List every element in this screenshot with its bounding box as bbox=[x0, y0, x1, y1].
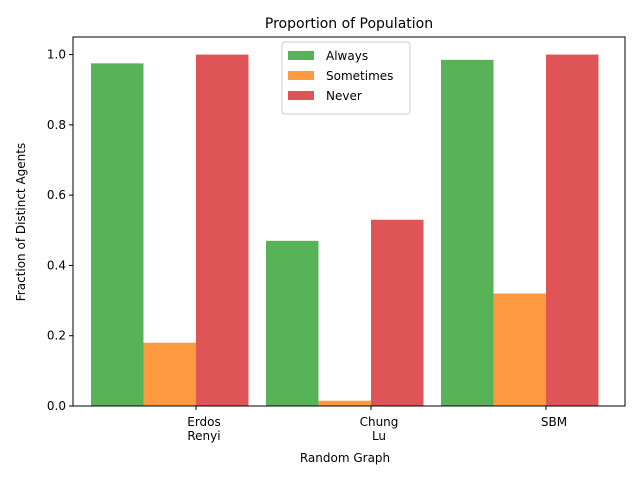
legend-swatch-always bbox=[288, 51, 314, 60]
legend-swatch-never bbox=[288, 91, 314, 100]
y-axis: 0.0 0.2 0.4 0.6 0.8 1.0 bbox=[47, 48, 73, 413]
plot-frame bbox=[72, 36, 626, 407]
x-tick-label: Lu bbox=[372, 429, 386, 443]
bar-always-2 bbox=[441, 59, 494, 406]
legend-swatch-sometimes bbox=[288, 71, 314, 80]
y-tick-label: 0.6 bbox=[47, 188, 66, 202]
x-tick-label: Renyi bbox=[187, 429, 220, 443]
bar-sometimes-0 bbox=[143, 342, 196, 406]
bar-never-0 bbox=[196, 54, 249, 406]
y-tick-label: 0.8 bbox=[47, 118, 66, 132]
bar-sometimes-1 bbox=[318, 400, 371, 406]
y-tick-label: 0.0 bbox=[47, 399, 66, 413]
x-tick-label: Chung bbox=[360, 415, 399, 429]
legend-label-always: Always bbox=[326, 49, 368, 63]
y-tick-label: 1.0 bbox=[47, 48, 66, 62]
y-tick-label: 0.2 bbox=[47, 329, 66, 343]
legend-label-never: Never bbox=[326, 89, 362, 103]
y-axis-label: Fraction of Distinct Agents bbox=[14, 143, 28, 301]
bars-layer bbox=[91, 54, 599, 406]
x-axis-label: Random Graph bbox=[300, 451, 390, 465]
y-tick-label: 0.4 bbox=[47, 258, 66, 272]
chart-title: Proportion of Population bbox=[265, 16, 433, 32]
legend: Always Sometimes Never bbox=[281, 41, 411, 115]
x-tick-label: Erdos bbox=[187, 415, 221, 429]
x-tick-label: SBM bbox=[541, 415, 567, 429]
legend-label-sometimes: Sometimes bbox=[326, 69, 393, 83]
bar-never-1 bbox=[371, 219, 424, 406]
bar-always-0 bbox=[91, 63, 144, 406]
bar-always-1 bbox=[266, 240, 319, 406]
bar-never-2 bbox=[546, 54, 599, 406]
bar-sometimes-2 bbox=[493, 293, 546, 406]
